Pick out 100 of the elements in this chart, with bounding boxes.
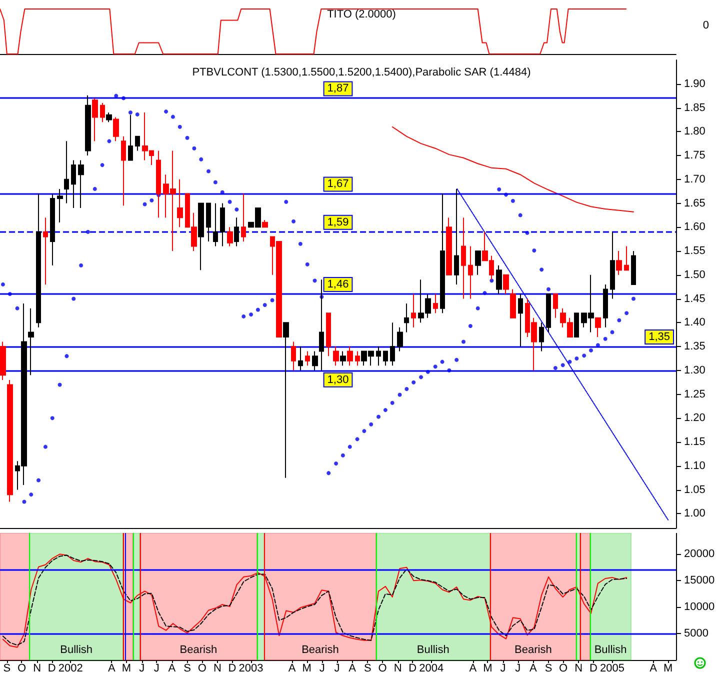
y-tick-label: 1.65 [684,197,706,210]
band-label: Bearish [180,644,218,656]
candlestick [475,250,481,276]
ref-line-label: 1,30 [327,374,349,386]
candlestick [546,294,551,333]
x-tick-label: O [198,662,207,674]
y-tick-label: 1.20 [684,412,706,424]
candlestick [64,140,69,204]
ref-line-label: 1,59 [327,216,349,228]
candlestick [624,246,629,271]
band-label: Bullish [416,644,450,656]
y-tick-label: 1.75 [684,150,706,162]
x-tick-label: 2003 [238,662,264,674]
x-tick-label: A [348,662,357,674]
candlestick [468,246,473,300]
candlestick [241,193,246,242]
candlestick [539,322,544,352]
y-tick-label: 1.10 [684,460,706,472]
candlestick [326,312,331,357]
ref-line-label: 1,46 [327,278,349,290]
y-tick-label: 1.55 [684,245,706,258]
y-tick-label: 1.80 [684,126,706,138]
y-tick-label: 1.30 [684,364,706,376]
y-tick-label: 1.35 [684,340,706,353]
x-tick-label: N [33,662,42,674]
y-tick-label: 1.15 [684,436,706,448]
candlestick [78,160,84,209]
candlestick [553,294,558,318]
x-tick-label: O [378,662,388,674]
x-tick-label: M [302,662,312,674]
y-tick-label: 1.70 [684,173,706,186]
candlestick [92,98,98,142]
candlestick [220,202,225,247]
candlestick [262,219,268,228]
y-tick-label: 1.50 [684,268,706,281]
band-label: Bullish [594,644,627,656]
candlestick [390,322,395,366]
band-label: Bearish [514,644,552,656]
candlestick [383,350,388,366]
candlestick [404,303,409,333]
y-tick-label: 1.60 [684,221,706,234]
candlestick [121,136,126,206]
candlestick [106,112,112,123]
candlestick [100,102,105,123]
x-tick-label: A [168,662,176,674]
y-tick-label: 15000 [684,574,715,587]
candlestick [603,284,608,328]
x-tick-label: A [650,662,658,674]
x-tick-label: D [590,662,598,674]
x-tick-label: J [139,662,145,674]
candlestick [510,288,516,318]
candlestick [631,250,636,285]
y-tick-label: 1.85 [684,102,706,114]
y-tick-label: 1.90 [684,78,706,90]
candlestick [355,350,360,366]
candlestick [595,317,601,338]
x-tick-label: M [483,662,492,674]
y-tick-label: 20000 [684,548,715,560]
y-tick-label: 1.45 [684,292,706,305]
candlestick [305,350,310,366]
y-tick-label: 5000 [684,628,708,640]
x-tick-label: N [213,662,222,674]
candlestick [283,322,289,478]
x-tick-label: 2004 [419,662,444,674]
x-tick-label: M [122,662,132,674]
x-tick-label: S [3,662,11,674]
candlestick [446,217,452,276]
candlestick [340,350,346,366]
x-tick-label: 2005 [600,662,624,674]
x-tick-label: D [408,662,417,674]
x-tick-label: J [500,662,506,674]
candlestick [234,217,239,247]
text: PTBVLCONT (1.5300,1.5500,1.5200,1.5400),Parabolic SAR (1.4484) [192,66,531,78]
candlestick [333,346,339,366]
x-tick-label: J [319,662,325,674]
candlestick [291,341,296,371]
candlestick [43,217,48,285]
x-tick-label: 2002 [58,662,83,674]
x-tick-label: N [394,662,402,674]
x-tick-label: S [184,662,191,674]
x-tick-label: A [288,662,296,674]
y-tick-label: 1.00 [684,508,706,520]
ref-line-label: 1,67 [327,178,349,190]
band-label: Bearish [302,644,339,656]
candlestick [177,178,183,228]
x-tick-label: M [664,662,673,674]
candlestick [227,226,233,247]
candlestick [7,379,13,502]
candlestick [411,294,416,328]
candlestick [518,294,523,348]
candlestick [135,136,140,152]
candlestick [433,294,438,314]
x-tick-label: A [108,662,116,674]
candlestick [454,188,459,285]
band-label: Bullish [60,644,93,656]
line-series [392,126,634,212]
candlestick [610,231,615,300]
candlestick [397,326,403,352]
y-tick-label: 10000 [684,601,715,614]
candlestick [50,193,55,266]
